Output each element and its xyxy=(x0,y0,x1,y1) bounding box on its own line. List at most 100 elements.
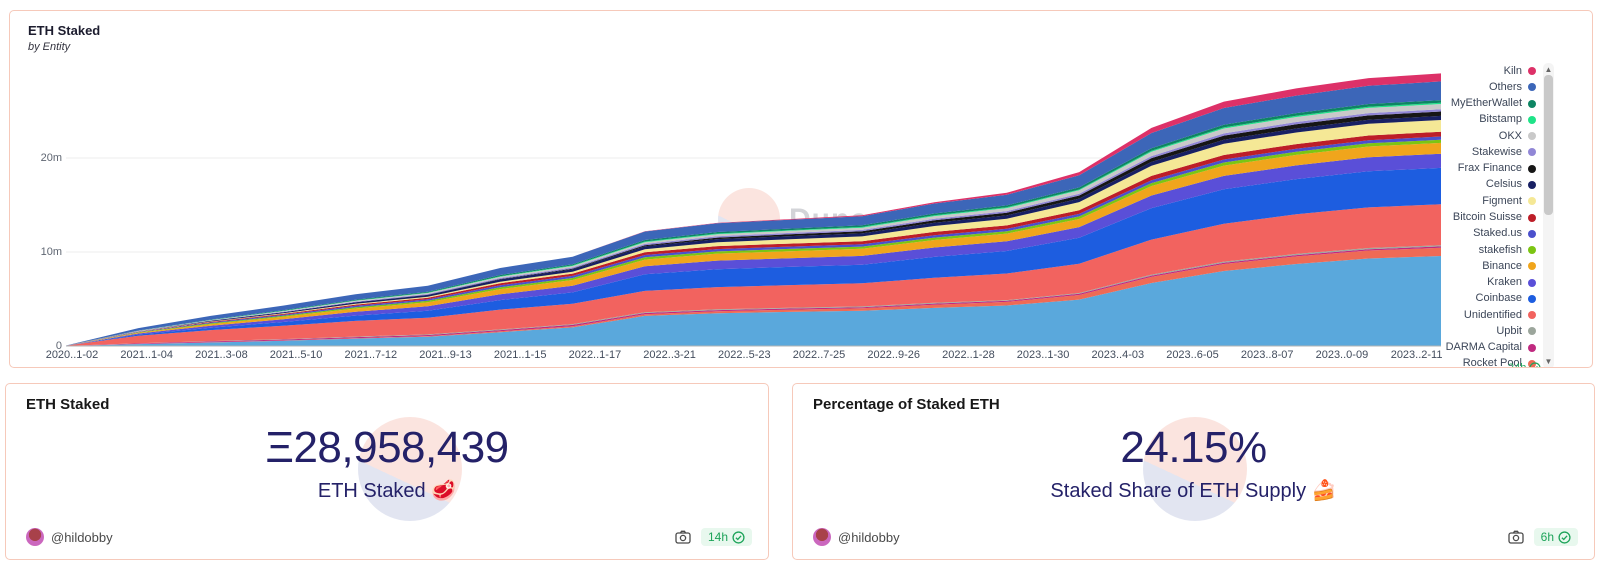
y-axis-label-20m: 20m xyxy=(40,152,62,164)
card-title: Percentage of Staked ETH xyxy=(813,396,1000,413)
legend-item-staked-us[interactable]: Staked.us xyxy=(1350,226,1536,242)
legend-item-kraken[interactable]: Kraken xyxy=(1350,274,1536,290)
y-axis-label-10m: 10m xyxy=(40,246,62,258)
author-avatar xyxy=(26,528,44,546)
legend-item-bitstamp[interactable]: Bitstamp xyxy=(1350,112,1536,128)
refresh-age-badge[interactable]: 6h xyxy=(1533,528,1578,546)
legend-color-dot xyxy=(1528,83,1536,92)
legend-label: Kraken xyxy=(1487,276,1522,289)
dune-watermark-logo xyxy=(358,417,462,521)
eth-staked-caption: ETH Staked 🥩 xyxy=(317,480,457,502)
legend-item-others[interactable]: Others xyxy=(1350,79,1536,95)
chart-legend: Kiln Others MyEtherWallet Bitstamp OKX Stakew… xyxy=(1350,63,1536,367)
legend-item-upbit[interactable]: Upbit xyxy=(1350,323,1536,339)
legend-color-dot xyxy=(1528,132,1536,141)
area-series-myetherwallet[interactable] xyxy=(66,100,1441,346)
area-series-rocket-pool[interactable] xyxy=(66,247,1441,346)
staked-percentage-counter-card: Percentage of Staked ETH 24.15% Staked S… xyxy=(792,383,1595,560)
legend-label: Frax Finance xyxy=(1457,162,1522,175)
legend-label: Bitcoin Suisse xyxy=(1452,211,1522,224)
legend-item-figment[interactable]: Figment xyxy=(1350,193,1536,209)
area-series-binance[interactable] xyxy=(66,142,1441,346)
legend-color-dot xyxy=(1528,164,1536,173)
area-series-others[interactable] xyxy=(66,81,1441,346)
x-axis-tick-label: 2021..3-08 xyxy=(195,349,248,361)
stacked-area-chart[interactable] xyxy=(66,61,1441,351)
legend-item-kiln[interactable]: Kiln xyxy=(1350,63,1536,79)
y-axis-label-0: 0 xyxy=(55,340,62,352)
legend-item-binance[interactable]: Binance xyxy=(1350,258,1536,274)
area-series-kraken[interactable] xyxy=(66,153,1441,346)
area-series-coinbase[interactable] xyxy=(66,167,1441,346)
screenshot-camera-icon[interactable] xyxy=(675,530,691,544)
author-link[interactable]: @hildobby xyxy=(26,528,113,546)
legend-item-darma-capital[interactable]: DARMA Capital xyxy=(1350,340,1536,356)
eth-staked-value: Ξ28,958,439 xyxy=(265,423,509,472)
eth-staked-counter-card: ETH Staked Ξ28,958,439 ETH Staked 🥩 @hil… xyxy=(5,383,769,560)
legend-color-dot xyxy=(1528,197,1536,206)
legend-item-okx[interactable]: OKX xyxy=(1350,128,1536,144)
legend-scrollbar-thumb[interactable] xyxy=(1544,75,1553,215)
legend-color-dot xyxy=(1528,294,1536,303)
check-circle-icon xyxy=(1529,362,1541,367)
author-handle: @hildobby xyxy=(838,529,900,545)
legend-item-frax-finance[interactable]: Frax Finance xyxy=(1350,161,1536,177)
scroll-up-icon[interactable]: ▲ xyxy=(1544,65,1553,74)
x-axis-tick-label: 2022..9-26 xyxy=(867,349,920,361)
x-axis-tick-label: 2023..6-05 xyxy=(1166,349,1219,361)
chart-refresh-age: 24h xyxy=(1508,362,1527,368)
chart-title: ETH Staked xyxy=(28,23,101,38)
x-axis-tick-label: 2021..1-04 xyxy=(120,349,173,361)
legend-label: Staked.us xyxy=(1473,227,1522,240)
scroll-down-icon[interactable]: ▼ xyxy=(1544,357,1553,366)
author-link[interactable]: @hildobby xyxy=(813,528,900,546)
chart-refresh-badge[interactable]: 24h xyxy=(1508,362,1541,368)
legend-color-dot xyxy=(1528,229,1536,238)
x-axis-tick-label: 2023..1-30 xyxy=(1016,349,1070,361)
legend-item-stakefish[interactable]: stakefish xyxy=(1350,242,1536,258)
refresh-age: 6h xyxy=(1540,530,1554,544)
x-axis-tick-label: 2021..9-13 xyxy=(419,349,472,361)
legend-label: Stakewise xyxy=(1471,145,1522,158)
legend-color-dot xyxy=(1528,115,1536,124)
legend-item-rocket-pool[interactable]: Rocket Pool xyxy=(1350,356,1536,367)
x-axis-tick-label: 2022..3-21 xyxy=(643,349,696,361)
legend-item-unidentified[interactable]: Unidentified xyxy=(1350,307,1536,323)
legend-label: Unidentified xyxy=(1463,308,1522,321)
check-circle-icon xyxy=(1558,530,1571,544)
legend-label: Figment xyxy=(1482,194,1522,207)
legend-label: DARMA Capital xyxy=(1445,341,1522,354)
staked-percentage-value: 24.15% xyxy=(1120,423,1267,472)
legend-color-dot xyxy=(1528,327,1536,336)
area-series-okx[interactable] xyxy=(66,104,1441,346)
eth-staked-chart-panel: ETH Staked by Entity Dune 20m 10m 0 2020… xyxy=(9,10,1593,368)
x-axis-tick-label: 2023..4-03 xyxy=(1091,349,1145,361)
area-series-figment[interactable] xyxy=(66,120,1441,346)
x-axis-tick-label: 2022..1-28 xyxy=(942,349,995,361)
legend-item-celsius[interactable]: Celsius xyxy=(1350,177,1536,193)
x-axis-tick-label: 2023..2-11 xyxy=(1390,349,1443,361)
dune-watermark-logo xyxy=(1143,417,1247,521)
legend-item-coinbase[interactable]: Coinbase xyxy=(1350,291,1536,307)
screenshot-camera-icon[interactable] xyxy=(1507,530,1524,544)
legend-scrollbar[interactable]: ▲ ▼ xyxy=(1543,63,1554,367)
area-series-unidentified[interactable] xyxy=(66,204,1441,346)
area-series-lido[interactable] xyxy=(66,256,1441,346)
x-axis-tick-label: 2023..0-09 xyxy=(1315,349,1369,361)
legend-item-myetherwallet[interactable]: MyEtherWallet xyxy=(1350,96,1536,112)
legend-item-stakewise[interactable]: Stakewise xyxy=(1350,144,1536,160)
legend-label: Bitstamp xyxy=(1479,113,1522,126)
x-axis-tick-label: 2021..1-15 xyxy=(493,349,547,361)
legend-color-dot xyxy=(1528,311,1536,320)
legend-color-dot xyxy=(1528,278,1536,287)
legend-item-bitcoin-suisse[interactable]: Bitcoin Suisse xyxy=(1350,209,1536,225)
author-handle: @hildobby xyxy=(51,529,113,545)
refresh-age-badge[interactable]: 14h xyxy=(700,528,752,546)
legend-color-dot xyxy=(1528,246,1536,255)
legend-label: MyEtherWallet xyxy=(1450,97,1522,110)
chart-subtitle: by Entity xyxy=(28,41,71,53)
legend-label: Binance xyxy=(1482,259,1522,272)
x-axis-tick-label: 2023..8-07 xyxy=(1240,349,1294,361)
legend-color-dot xyxy=(1528,180,1536,189)
card-title: ETH Staked xyxy=(26,396,110,413)
